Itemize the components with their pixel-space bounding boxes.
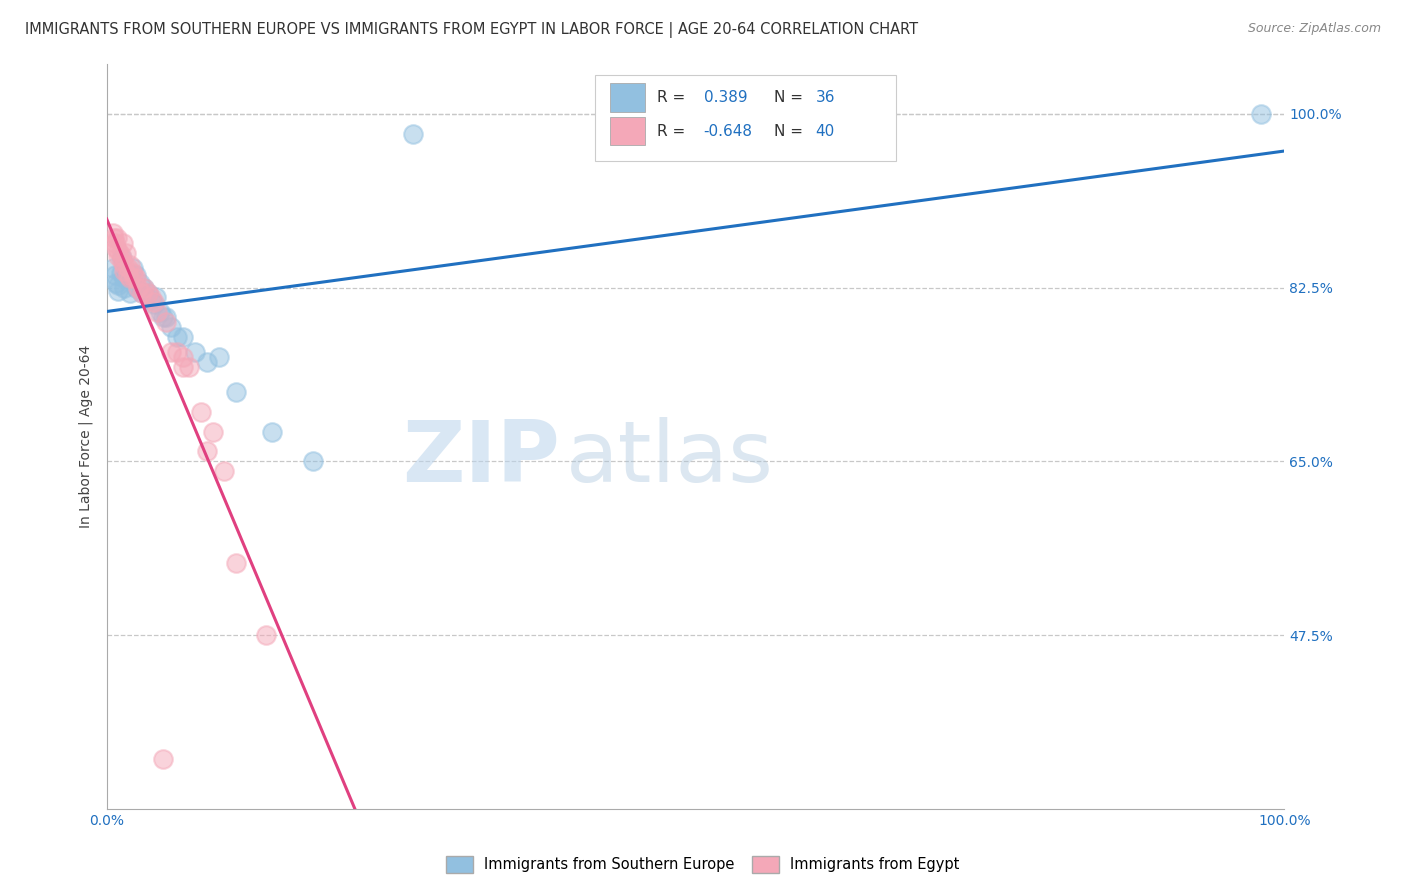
Point: [142, 297, 165, 311]
Point: [111, 251, 134, 265]
Point: [402, 127, 425, 141]
Point: [122, 270, 145, 285]
Point: [117, 268, 139, 282]
Point: [112, 280, 135, 294]
Text: 0.389: 0.389: [704, 90, 748, 105]
Point: [128, 276, 150, 290]
Point: [121, 260, 143, 275]
Point: [145, 291, 167, 305]
Point: [117, 266, 139, 280]
Point: [117, 260, 139, 275]
Point: [190, 405, 212, 419]
Point: [195, 444, 218, 458]
Point: [101, 260, 124, 275]
Text: N =: N =: [775, 90, 808, 105]
Point: [112, 235, 135, 250]
Point: [160, 345, 183, 359]
Point: [131, 285, 153, 300]
Point: [103, 231, 125, 245]
Point: [141, 293, 163, 308]
Point: [105, 241, 128, 255]
Point: [101, 226, 124, 240]
Point: [214, 464, 236, 478]
Point: [112, 270, 135, 285]
Point: [260, 425, 283, 439]
Point: [104, 268, 127, 282]
Point: [125, 268, 148, 282]
Point: [107, 244, 129, 258]
Point: [114, 245, 136, 260]
Point: [172, 359, 194, 374]
Point: [141, 291, 163, 305]
Point: [104, 235, 127, 250]
Point: [105, 276, 128, 290]
Point: [166, 330, 188, 344]
Point: [134, 280, 156, 294]
Point: [155, 310, 177, 325]
Point: [120, 270, 142, 285]
Point: [177, 359, 200, 374]
Text: ZIP: ZIP: [402, 417, 560, 500]
Point: [152, 310, 174, 325]
Point: [105, 231, 128, 245]
Text: R =: R =: [657, 124, 690, 138]
Point: [254, 628, 277, 642]
Point: [160, 320, 183, 334]
Point: [155, 315, 177, 329]
Point: [142, 295, 165, 310]
Point: [172, 350, 194, 364]
Text: -0.648: -0.648: [704, 124, 752, 138]
Point: [225, 556, 247, 570]
Point: [166, 345, 188, 359]
Point: [136, 285, 159, 300]
Point: [136, 285, 159, 300]
Point: [1250, 106, 1272, 120]
Point: [110, 266, 132, 280]
Point: [110, 248, 132, 262]
Point: [121, 266, 143, 280]
Point: [131, 285, 153, 300]
Text: N =: N =: [775, 124, 808, 138]
Point: [120, 285, 142, 300]
Point: [120, 270, 142, 285]
Point: [225, 384, 247, 399]
Point: [172, 330, 194, 344]
Point: [107, 277, 129, 292]
Text: IMMIGRANTS FROM SOUTHERN EUROPE VS IMMIGRANTS FROM EGYPT IN LABOR FORCE | AGE 20: IMMIGRANTS FROM SOUTHERN EUROPE VS IMMIG…: [25, 22, 918, 38]
Point: [107, 249, 129, 263]
Text: R =: R =: [657, 90, 690, 105]
Point: [134, 280, 156, 294]
Text: atlas: atlas: [567, 417, 773, 500]
Text: 36: 36: [815, 90, 835, 105]
Point: [149, 305, 172, 319]
Point: [195, 355, 218, 369]
Point: [184, 345, 207, 359]
Point: [125, 270, 148, 285]
Y-axis label: In Labor Force | Age 20-64: In Labor Force | Age 20-64: [79, 345, 93, 528]
Point: [201, 425, 224, 439]
Point: [112, 258, 135, 272]
FancyBboxPatch shape: [610, 84, 645, 112]
Point: [125, 280, 148, 294]
Legend: Immigrants from Southern Europe, Immigrants from Egypt: Immigrants from Southern Europe, Immigra…: [439, 849, 967, 880]
Text: Source: ZipAtlas.com: Source: ZipAtlas.com: [1247, 22, 1381, 36]
FancyBboxPatch shape: [595, 75, 896, 161]
Point: [152, 752, 174, 766]
Point: [301, 454, 323, 468]
Text: 40: 40: [815, 124, 835, 138]
Point: [111, 253, 134, 268]
Point: [127, 280, 149, 294]
FancyBboxPatch shape: [610, 117, 645, 145]
Point: [120, 258, 142, 272]
Point: [146, 305, 169, 319]
Point: [207, 350, 229, 364]
Point: [107, 284, 129, 298]
Point: [112, 263, 135, 277]
